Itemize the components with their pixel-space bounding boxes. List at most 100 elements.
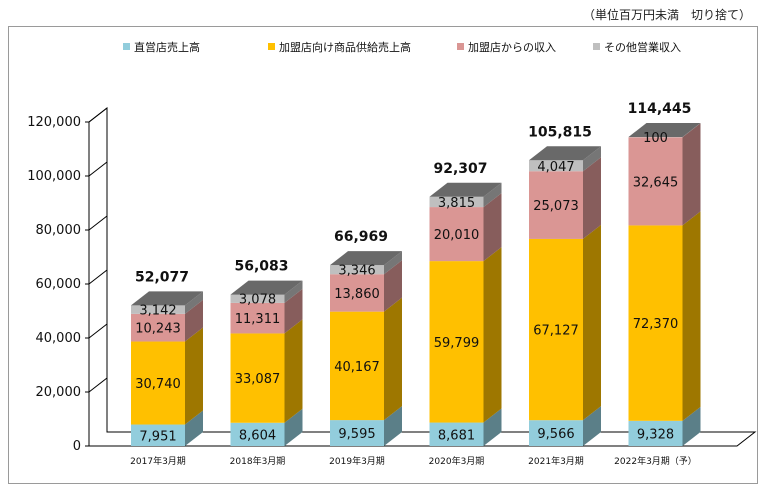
- data-label: 9,328: [637, 427, 674, 442]
- bar-segment-加盟店からの収入: [429, 207, 484, 262]
- bar-segment-加盟店からの収入: [330, 274, 384, 312]
- y-guide-line: [88, 269, 108, 285]
- y-tick-label: 20,000: [36, 385, 82, 400]
- bar-side-加盟店向け商品供給売上高: [483, 247, 502, 423]
- y-tick-label: 0: [73, 439, 81, 454]
- x-tick-label: 2021年3月期: [528, 455, 584, 467]
- data-label: 67,127: [533, 324, 579, 339]
- data-label: 3,078: [239, 293, 276, 308]
- bar-segment-その他営業収入: [429, 196, 484, 208]
- bar-side-加盟店からの収入: [583, 157, 601, 239]
- bar-side-直営店売上高: [284, 408, 303, 446]
- bar-side-加盟店向け商品供給売上高: [185, 327, 203, 425]
- total-label: 114,445: [628, 101, 692, 117]
- bar-side-その他営業収入: [682, 123, 701, 138]
- bar-side-その他営業収入: [284, 280, 303, 303]
- data-label: 9,595: [338, 427, 375, 442]
- data-label: 25,073: [533, 199, 579, 214]
- bar-top-face: [529, 146, 601, 161]
- total-label: 56,083: [234, 259, 288, 275]
- legend-label: その他営業収入: [604, 40, 681, 54]
- x-tick-label: 2018年3月期: [230, 455, 286, 467]
- x-tick-label: 2019年3月期: [329, 455, 385, 467]
- y-guide-line: [88, 107, 108, 123]
- data-label: 3,142: [139, 304, 176, 319]
- bar-segment-加盟店向け商品供給売上高: [429, 261, 484, 423]
- bar-segment-直営店売上高: [230, 422, 285, 446]
- bar-side-直営店売上高: [483, 408, 502, 446]
- y-guide-line: [88, 323, 108, 339]
- data-label: 40,167: [334, 360, 380, 375]
- bar-side-加盟店向け商品供給売上高: [583, 224, 601, 421]
- bar-side-加盟店向け商品供給売上高: [284, 319, 303, 423]
- y-tick-label: 120,000: [27, 115, 81, 130]
- y-guide-line: [88, 161, 108, 177]
- bar-side-加盟店向け商品供給売上高: [384, 297, 402, 421]
- data-label: 13,860: [334, 287, 380, 302]
- bar-side-その他営業収入: [583, 146, 601, 172]
- y-tick-label: 60,000: [36, 277, 82, 292]
- bars: 7,951 30,740 10,243 3,142 52,077 8,604 33,087 1…: [131, 101, 701, 446]
- data-label: 8,604: [239, 428, 276, 443]
- data-label: 11,311: [235, 312, 281, 327]
- bar-side-直営店売上高: [185, 410, 203, 446]
- x-tick-label: 2017年3月期: [130, 455, 186, 467]
- bar-side-加盟店向け商品供給売上高: [682, 211, 701, 421]
- x-tick-label: 2022年3月期（予）: [614, 455, 697, 467]
- data-label: 9,566: [537, 427, 574, 442]
- bar-segment-加盟店からの収入: [131, 313, 185, 342]
- bar-side-直営店売上高: [583, 406, 601, 446]
- data-label: 33,087: [235, 372, 281, 387]
- total-label: 66,969: [334, 229, 388, 245]
- unit-note: （単位百万円未満 切り捨て）: [582, 8, 751, 22]
- bar-top-face: [628, 123, 701, 138]
- bar-segment-直営店売上高: [131, 424, 185, 446]
- data-label: 20,010: [434, 228, 480, 243]
- bar-top-face: [131, 291, 203, 306]
- bar-segment-加盟店向け商品供給売上高: [230, 333, 285, 423]
- total-label: 105,815: [528, 124, 592, 140]
- bar-segment-その他営業収入: [529, 160, 583, 172]
- data-label: 7,951: [139, 429, 176, 444]
- bar-segment-加盟店向け商品供給売上高: [628, 225, 683, 421]
- bar-side-直営店売上高: [682, 406, 701, 446]
- bar-segment-加盟店からの収入: [230, 302, 285, 334]
- bar-segment-加盟店向け商品供給売上高: [131, 341, 185, 425]
- bar-segment-その他営業収入: [131, 305, 185, 314]
- bar-side-直営店売上高: [384, 406, 402, 446]
- data-label: 3,346: [338, 264, 375, 279]
- data-label: 100: [643, 131, 668, 146]
- y-tick-label: 40,000: [36, 331, 82, 346]
- y-axis: 0 20,000 40,000 60,000 80,000 100,000 120,000: [27, 107, 108, 454]
- data-label: 10,243: [135, 322, 181, 337]
- legend-label: 加盟店からの収入: [468, 40, 556, 54]
- x-axis: 2017年3月期 2018年3月期 2019年3月期 2020年3月期 2021年3月期…: [130, 455, 697, 467]
- bar-side-その他営業収入: [384, 251, 402, 275]
- y-guide-line: [88, 377, 108, 393]
- data-label: 4,047: [537, 160, 574, 175]
- bar-side-その他営業収入: [185, 291, 203, 314]
- data-label: 59,799: [434, 336, 480, 351]
- total-label: 52,077: [135, 269, 189, 285]
- data-label: 32,645: [633, 175, 679, 190]
- data-label: 3,815: [438, 196, 475, 211]
- bar-side-その他営業収入: [483, 182, 502, 208]
- bar-side-加盟店からの収入: [384, 260, 402, 312]
- bar-segment-加盟店からの収入: [529, 171, 583, 239]
- legend-label: 加盟店向け商品供給売上高: [279, 40, 411, 54]
- bar-segment-加盟店向け商品供給売上高: [529, 238, 583, 421]
- y-tick-label: 80,000: [36, 223, 82, 238]
- bar-side-加盟店からの収入: [185, 299, 203, 342]
- bar-segment-直営店売上高: [628, 420, 683, 446]
- bar-segment-直営店売上高: [429, 422, 484, 446]
- y-guide-line: [88, 215, 108, 231]
- total-label: 92,307: [433, 161, 487, 177]
- legend-swatch: [268, 43, 275, 50]
- legend-label: 直営店売上高: [134, 40, 200, 54]
- bar-side-加盟店からの収入: [682, 123, 701, 226]
- bar-top-face: [429, 182, 502, 197]
- bar-segment-その他営業収入: [230, 294, 285, 303]
- bar-side-加盟店からの収入: [284, 288, 303, 334]
- legend-swatch: [593, 43, 600, 50]
- legend: 直営店売上高 加盟店向け商品供給売上高 加盟店からの収入 その他営業収入: [123, 40, 681, 54]
